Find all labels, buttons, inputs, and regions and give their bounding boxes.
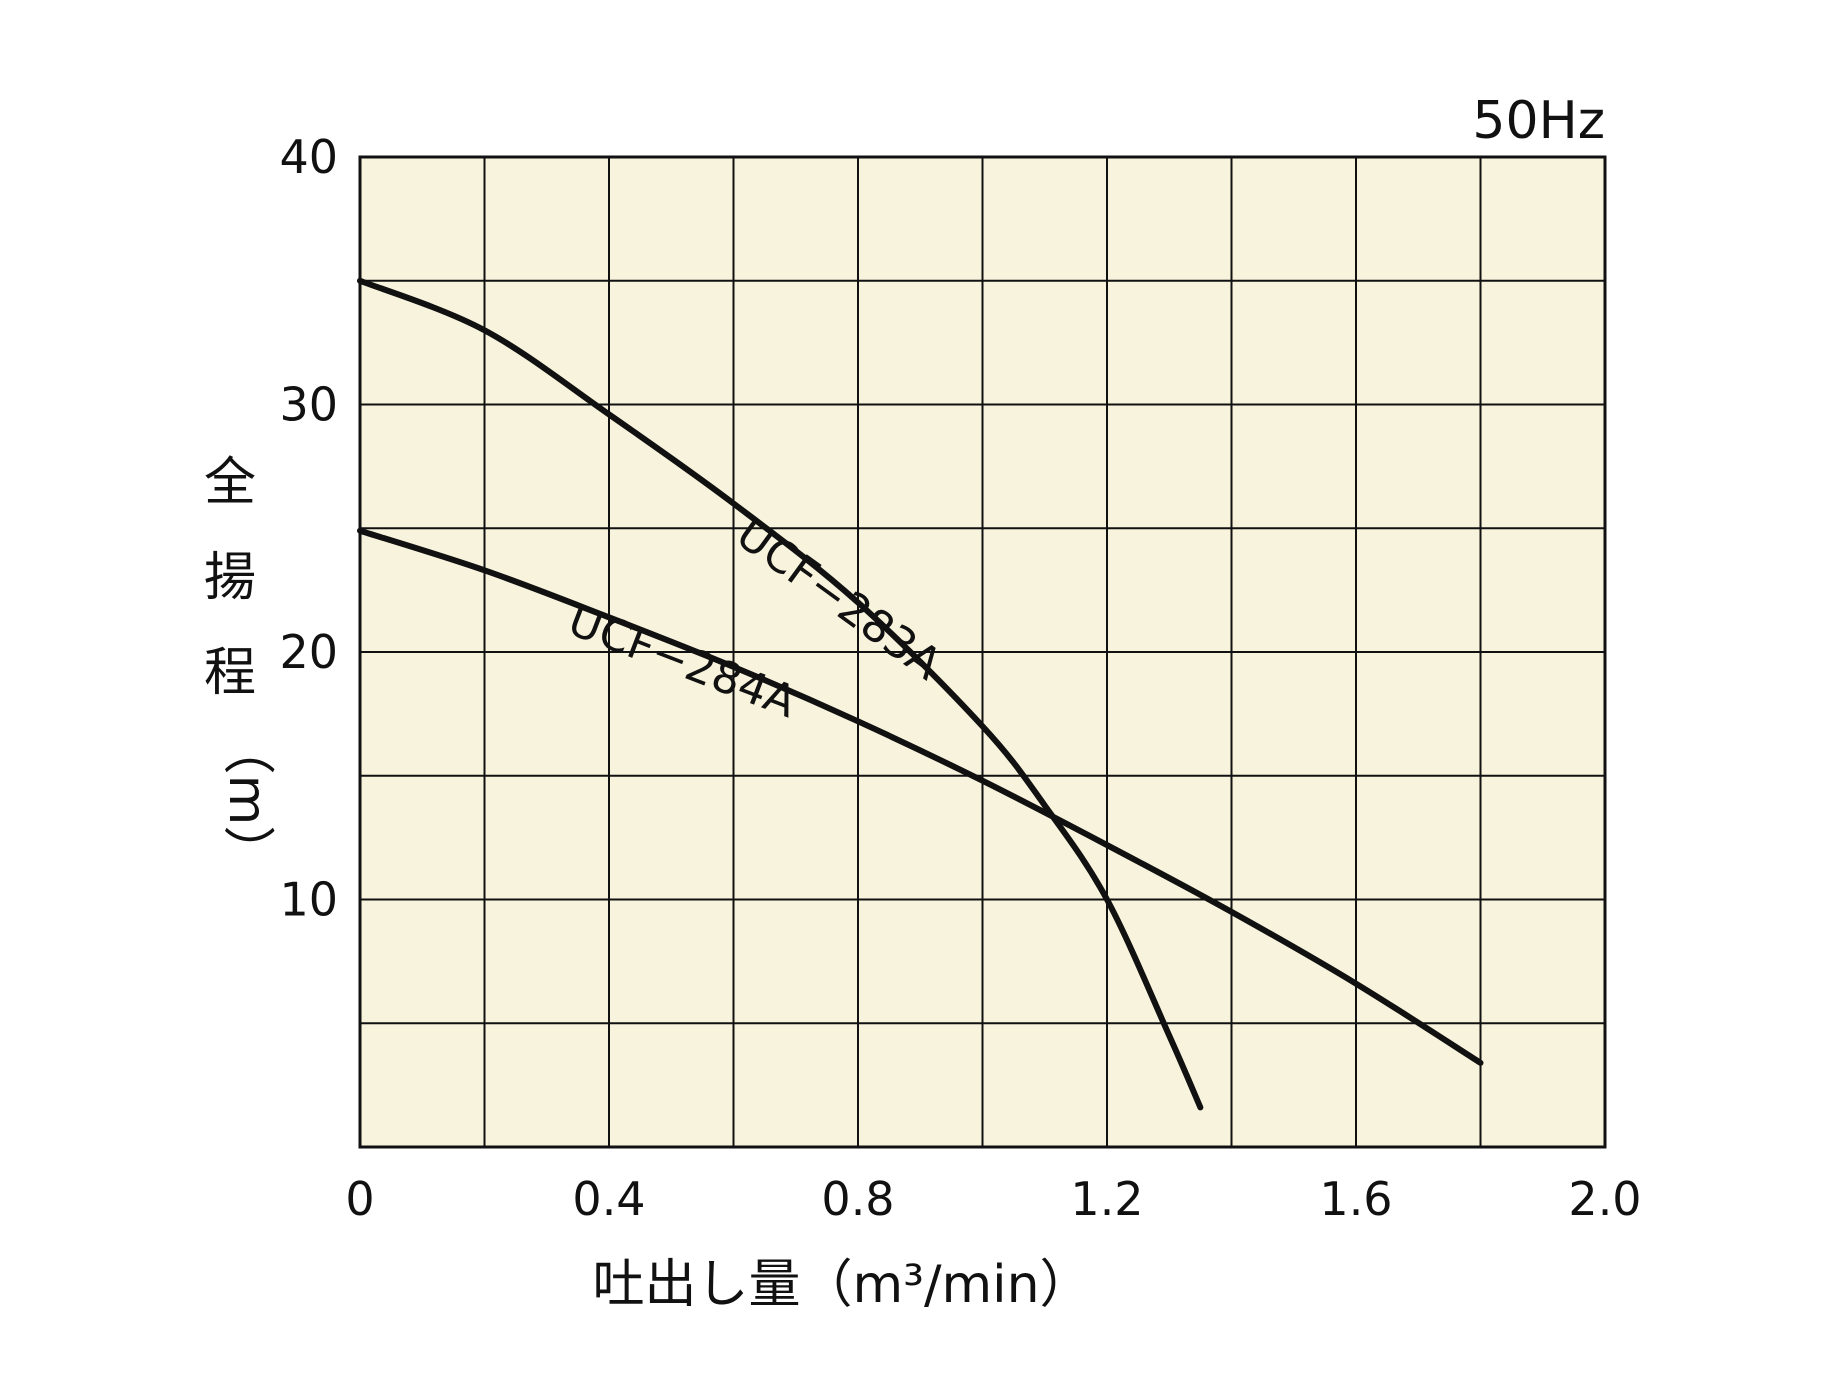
frequency-label: 50Hz	[1472, 91, 1605, 151]
x-tick-label: 2.0	[1568, 1172, 1641, 1226]
y-axis-label-char-2: 揚	[204, 548, 256, 608]
x-tick-labels: 0 0.4 0.8 1.2 1.6 2.0	[345, 1172, 1641, 1226]
y-axis-label-unit: （m）	[217, 723, 277, 878]
curves	[357, 277, 1484, 1111]
series-line-2	[357, 527, 1484, 1066]
plot-frame	[358, 155, 1607, 1149]
x-tick-label: 0	[345, 1172, 374, 1226]
y-tick-label: 20	[279, 625, 338, 679]
y-tick-label: 10	[279, 873, 338, 927]
y-tick-labels: 10 20 30 40	[279, 130, 338, 927]
x-tick-label: 1.6	[1319, 1172, 1392, 1226]
y-axis-label-char-1: 全	[204, 453, 256, 513]
y-axis-label-char-3: 程	[204, 643, 256, 703]
x-tick-label: 0.8	[821, 1172, 894, 1226]
y-tick-label: 40	[279, 130, 338, 184]
x-tick-label: 1.2	[1070, 1172, 1143, 1226]
y-axis-label: 全 揚 程 （m）	[204, 453, 277, 877]
series-line-1	[357, 277, 1204, 1111]
y-tick-label: 30	[279, 378, 338, 432]
grid-lines	[360, 157, 1605, 1147]
x-axis-label: 吐出し量（m³/min）	[592, 1255, 1091, 1315]
x-tick-label: 0.4	[572, 1172, 645, 1226]
